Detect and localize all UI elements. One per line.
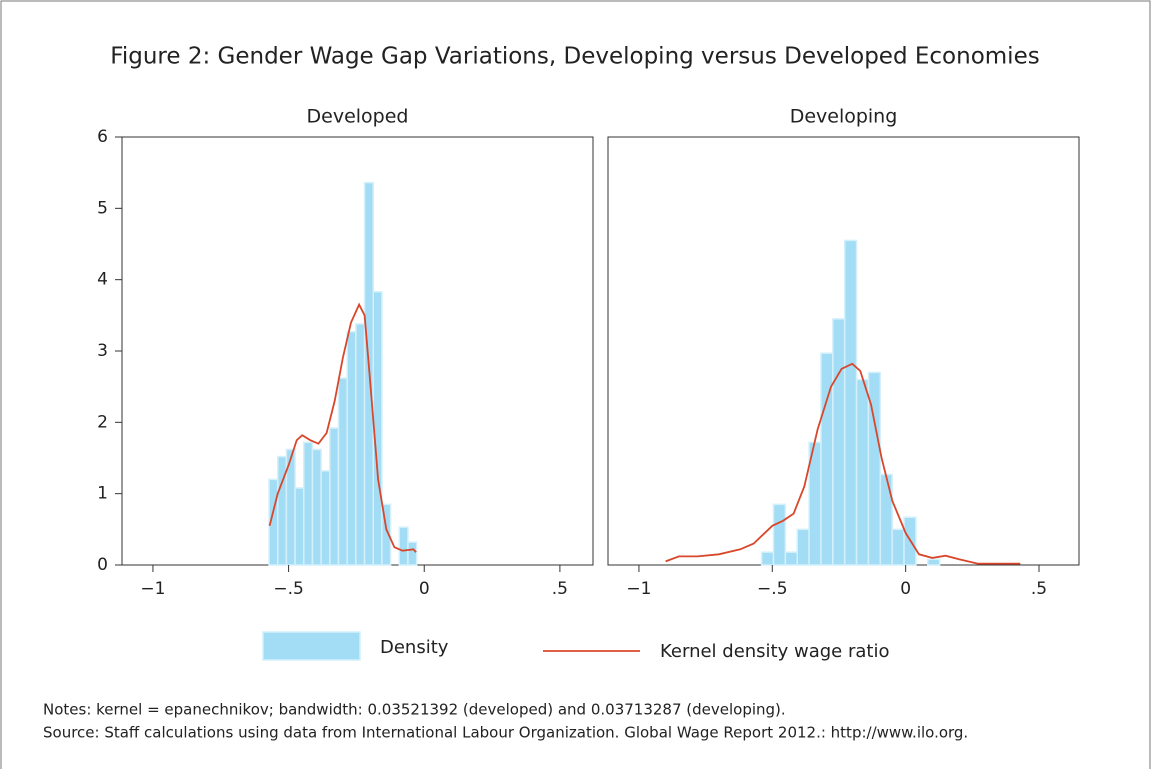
legend-swatch <box>262 631 361 661</box>
y-tick-label: 0 <box>97 555 108 575</box>
y-tick-label: 5 <box>97 198 108 218</box>
y-tick-label: 1 <box>97 484 108 504</box>
source: Source: Staff calculations using data fr… <box>43 724 968 742</box>
x-tick-label: 0 <box>419 579 430 599</box>
x-tick-label: .5 <box>1031 579 1047 599</box>
legend-label: Kernel density wage ratio <box>660 641 889 662</box>
bar <box>337 377 348 566</box>
x-tick-label: .5 <box>552 579 568 599</box>
bar <box>927 558 941 566</box>
x-tick-label: 0 <box>900 579 911 599</box>
bar <box>303 441 314 566</box>
kde-line <box>665 362 1021 565</box>
bar <box>294 487 305 566</box>
bar <box>346 330 357 566</box>
y-tick-label: 6 <box>97 127 108 147</box>
notes: Notes: kernel = epanechnikov; bandwidth:… <box>43 701 786 719</box>
bar <box>320 470 331 566</box>
y-tick-label: 4 <box>97 270 108 290</box>
x-tick-label: −1 <box>140 579 165 599</box>
panel-title: Developed <box>307 106 409 128</box>
x-tick-label: −.5 <box>273 579 303 599</box>
bar <box>867 371 882 566</box>
bar <box>796 528 810 566</box>
bar <box>760 551 775 566</box>
bar <box>381 503 392 566</box>
y-tick-label: 2 <box>97 412 108 432</box>
bar <box>855 378 870 566</box>
bar <box>891 528 905 566</box>
bar <box>398 526 409 566</box>
bar <box>879 473 893 566</box>
bar <box>355 323 366 566</box>
y-tick-label: 3 <box>97 341 108 361</box>
kde-line <box>268 302 417 553</box>
bar <box>772 503 787 566</box>
bar <box>784 551 798 566</box>
bar <box>843 239 858 566</box>
bar <box>329 427 340 566</box>
figure-title: Figure 2: Gender Wage Gap Variations, De… <box>110 44 1039 70</box>
bar <box>832 318 846 566</box>
x-tick-label: −1 <box>626 579 651 599</box>
bar <box>407 541 418 566</box>
bar <box>311 448 322 566</box>
legend-label: Density <box>380 637 449 658</box>
panel-title: Developing <box>790 106 898 128</box>
x-tick-label: −.5 <box>757 579 787 599</box>
